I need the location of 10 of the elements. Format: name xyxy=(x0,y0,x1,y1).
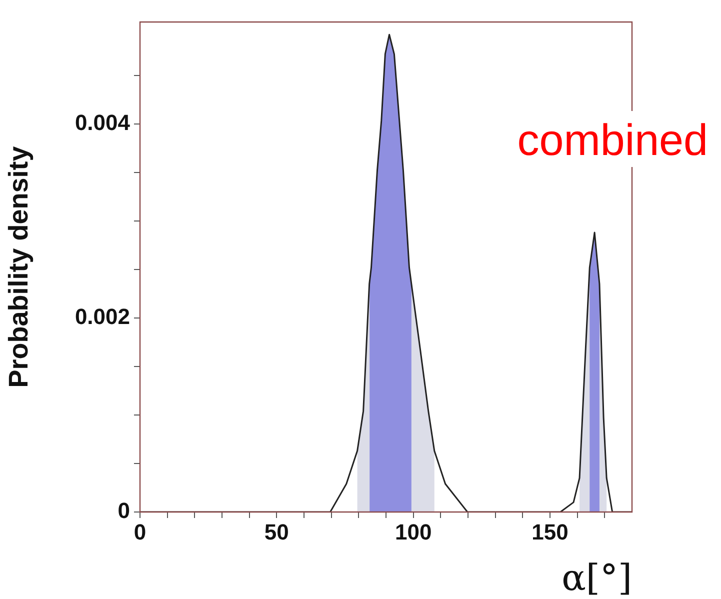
x-tick-label: 150 xyxy=(532,519,568,544)
y-tick-label: 0.002 xyxy=(74,304,130,330)
annotation: combined xyxy=(517,116,708,165)
x-axis-title: α[°] xyxy=(562,558,632,599)
x-tick-label: 0 xyxy=(134,519,146,544)
x-tick-label: 100 xyxy=(394,519,432,544)
y-tick-label: 0 xyxy=(118,498,130,524)
y-axis-title: Probability density xyxy=(4,146,34,388)
x-tick-label: 50 xyxy=(264,519,289,544)
y-tick-label: 0.004 xyxy=(74,110,131,135)
